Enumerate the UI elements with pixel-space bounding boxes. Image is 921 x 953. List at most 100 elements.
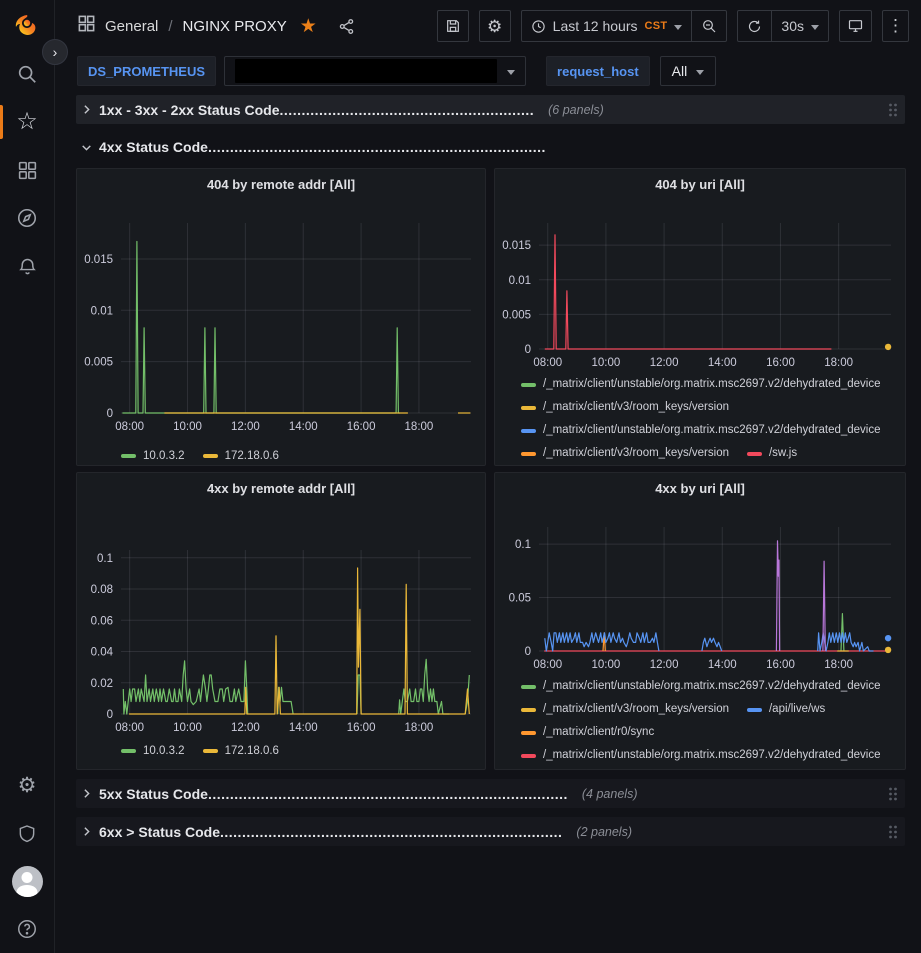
- cycle-view-mode-button[interactable]: [839, 10, 872, 42]
- alerting-bell-icon[interactable]: [0, 242, 55, 290]
- legend-item[interactable]: /_matrix/client/r0/sync: [521, 721, 654, 744]
- row-5xx[interactable]: 5xx Status Code ........................…: [76, 779, 905, 808]
- time-range-picker[interactable]: Last 12 hours CST: [522, 11, 692, 41]
- svg-text:0: 0: [525, 646, 531, 658]
- panel-404-by-uri: 404 by uri [All] 0 0.005 0.01 0.015 08:00 10:…: [494, 168, 906, 466]
- svg-text:0.015: 0.015: [84, 254, 113, 266]
- save-icon: [446, 20, 459, 32]
- help-icon[interactable]: [0, 905, 55, 953]
- svg-text:0: 0: [107, 709, 113, 721]
- variable-label-ds-prometheus: DS_PROMETHEUS: [77, 56, 217, 86]
- row-drag-handle[interactable]: [887, 824, 899, 840]
- svg-text:12:00: 12:00: [231, 722, 260, 734]
- dashboard-settings-button[interactable]: ⚙: [478, 10, 511, 42]
- panel-4xx-by-uri: 4xx by uri [All] 0 0.05 0.1 08:00 10:00 12:00…: [494, 472, 906, 770]
- sidebar: ☆ ⚙: [0, 0, 55, 953]
- svg-text:08:00: 08:00: [533, 357, 562, 369]
- main-area: General / NGINX PROXY ★ ⚙ Last: [55, 0, 921, 953]
- chevron-down-icon: [674, 24, 683, 30]
- legend-series-name: 10.0.3.2: [143, 449, 185, 462]
- svg-text:0.1: 0.1: [515, 539, 531, 551]
- legend-series-swatch: [746, 451, 762, 456]
- row-title: 4xx Status Code: [99, 139, 208, 155]
- row-4xx-header[interactable]: 4xx Status Code ........................…: [80, 134, 905, 160]
- chart-404-uri[interactable]: 0 0.005 0.01 0.015 08:00 10:00 12:00 14:00 16:00…: [495, 199, 905, 369]
- svg-text:0.02: 0.02: [91, 678, 113, 690]
- dashboard-canvas: 1xx - 3xx - 2xx Status Code ............…: [55, 90, 921, 953]
- save-dashboard-button[interactable]: [436, 10, 469, 42]
- legend-series-name: /_matrix/client/unstable/org.matrix.msc2…: [543, 680, 881, 692]
- svg-text:08:00: 08:00: [533, 659, 562, 671]
- legend-item[interactable]: /_matrix/client/unstable/org.matrix.msc2…: [521, 744, 881, 767]
- panel-title[interactable]: 4xx by remote addr [All]: [206, 480, 356, 496]
- legend-item[interactable]: /_matrix/client/v3/room_keys/version: [521, 698, 729, 721]
- legend-item[interactable]: /sw.js: [746, 442, 797, 465]
- svg-text:18:00: 18:00: [824, 357, 853, 369]
- legend-item[interactable]: 10.0.3.2: [121, 445, 185, 465]
- panel-title[interactable]: 4xx by uri [All]: [655, 480, 745, 496]
- row-title-dots: ........................................…: [279, 101, 535, 118]
- legend-item[interactable]: /_matrix/client/v3/room_keys/version: [521, 442, 729, 465]
- svg-text:0.01: 0.01: [509, 275, 531, 287]
- more-options-kebab[interactable]: ⋮: [882, 10, 909, 42]
- legend-item[interactable]: /_matrix/client/v3/room_keys/version: [521, 396, 729, 419]
- row-title-dots: ........................................…: [207, 785, 568, 802]
- legend-item[interactable]: /_matrix/client/unstable/org.matrix.msc2…: [521, 419, 881, 442]
- profile-avatar[interactable]: [0, 857, 55, 905]
- svg-text:16:00: 16:00: [766, 659, 795, 671]
- svg-text:0.04: 0.04: [91, 647, 114, 659]
- breadcrumb-folder[interactable]: General: [105, 17, 159, 35]
- svg-text:18:00: 18:00: [405, 722, 434, 734]
- sidebar-expand-button[interactable]: ›: [42, 39, 68, 65]
- svg-text:0.1: 0.1: [97, 553, 113, 565]
- favorite-star-icon[interactable]: ★: [299, 15, 317, 37]
- clock-icon: [531, 19, 545, 33]
- row-drag-handle[interactable]: [887, 102, 899, 118]
- legend-series-name: /_matrix/client/r0/sync: [543, 726, 655, 738]
- legend-series-name: /_matrix/client/unstable/org.matrix.msc2…: [543, 424, 881, 436]
- chart-4xx-uri[interactable]: 0 0.05 0.1 08:00 10:00 12:00 14:00 16:00 18:00: [495, 503, 905, 671]
- legend-series-swatch: [121, 453, 136, 458]
- legend-item[interactable]: /_matrix/client/unstable/org.matrix.msc2…: [521, 675, 881, 698]
- server-admin-shield-icon[interactable]: [0, 809, 55, 857]
- dashboard-grid-icon: [77, 14, 96, 38]
- search-icon[interactable]: [0, 50, 55, 98]
- row-6xx[interactable]: 6xx > Status Code ......................…: [76, 817, 905, 846]
- legend-item[interactable]: /api/live/ws: [746, 698, 826, 721]
- chart-4xx-remote-addr[interactable]: 0 0.02 0.04 0.06 0.08 0.1 08:00 10:00 12:00 14:00…: [77, 503, 485, 734]
- legend-item[interactable]: 172.18.0.6: [202, 740, 279, 761]
- panel-legend: 10.0.3.2 172.18.0.6: [77, 734, 485, 769]
- starred-dashboards-item[interactable]: ☆: [0, 98, 55, 146]
- row-title: 1xx - 3xx - 2xx Status Code: [99, 101, 280, 118]
- svg-text:12:00: 12:00: [650, 357, 679, 369]
- request-host-select[interactable]: All: [659, 56, 717, 86]
- svg-text:14:00: 14:00: [289, 722, 318, 734]
- refresh-button[interactable]: [738, 11, 771, 41]
- svg-text:08:00: 08:00: [115, 722, 144, 734]
- legend-item[interactable]: /_matrix/client/unstable/org.matrix.msc2…: [521, 373, 881, 396]
- row-1xx-3xx-2xx[interactable]: 1xx - 3xx - 2xx Status Code ............…: [76, 95, 905, 124]
- explore-compass-icon[interactable]: [0, 194, 55, 242]
- refresh-interval-picker[interactable]: 30s: [771, 11, 828, 41]
- panel-title[interactable]: 404 by remote addr [All]: [206, 176, 356, 192]
- svg-text:14:00: 14:00: [708, 357, 737, 369]
- legend-series-swatch: [521, 382, 536, 387]
- legend-item[interactable]: 172.18.0.6: [202, 445, 279, 465]
- row-drag-handle[interactable]: [887, 786, 899, 802]
- breadcrumb-separator: /: [168, 17, 173, 35]
- panel-title[interactable]: 404 by uri [All]: [655, 176, 745, 192]
- dashboard-title[interactable]: NGINX PROXY: [182, 17, 287, 35]
- redacted-value: [235, 59, 498, 83]
- datasource-select[interactable]: [224, 56, 527, 86]
- chart-404-remote-addr[interactable]: 0 0.005 0.01 0.015 08:00 10:00 12:00 14:00 16:00…: [77, 199, 485, 439]
- share-icon[interactable]: [338, 18, 355, 35]
- dashboards-icon[interactable]: [0, 146, 55, 194]
- grafana-logo[interactable]: [0, 6, 55, 50]
- zoom-out-button[interactable]: [691, 11, 726, 41]
- legend-series-swatch: [746, 707, 762, 712]
- row-title: 6xx > Status Code: [99, 823, 220, 840]
- configuration-gear-icon[interactable]: ⚙: [17, 773, 37, 797]
- time-picker-group: Last 12 hours CST: [520, 10, 728, 42]
- legend-item[interactable]: 10.0.3.2: [121, 740, 185, 761]
- legend-series-name: /api/live/ws: [768, 703, 826, 715]
